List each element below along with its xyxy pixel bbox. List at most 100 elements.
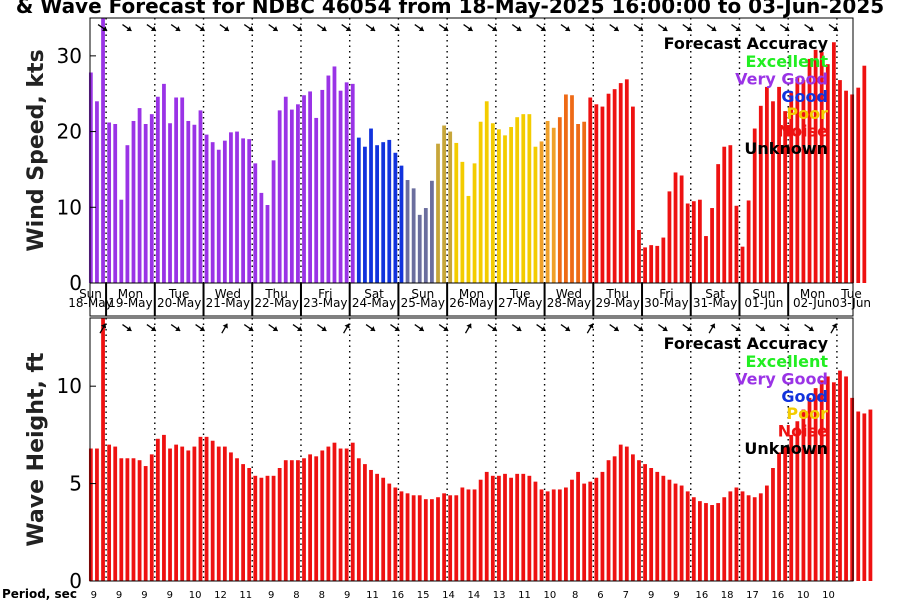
wave-bar — [411, 495, 416, 581]
wave-bar — [387, 483, 392, 581]
legend-title: Forecast Accuracy — [664, 334, 829, 353]
period-value: 16 — [391, 590, 404, 600]
wave-bar — [582, 483, 587, 581]
wave-bar — [557, 489, 562, 581]
wind-bar — [204, 134, 209, 283]
direction-arrow — [633, 324, 644, 332]
direction-arrow — [658, 324, 668, 332]
wind-bar — [423, 208, 428, 283]
direction-arrow — [243, 324, 254, 332]
wind-bar — [606, 93, 611, 284]
direction-arrow — [390, 324, 400, 332]
wave-bar — [192, 446, 197, 581]
wind-bar — [296, 104, 300, 283]
day-date: 29-May — [595, 296, 639, 310]
period-value: 8 — [293, 590, 299, 600]
wind-bar — [344, 82, 349, 283]
wind-bar — [448, 131, 453, 283]
wave-bar — [764, 485, 769, 581]
wind-bar — [192, 124, 197, 283]
wind-bar — [600, 106, 605, 283]
day-weekday: Mon — [800, 287, 825, 301]
wind-bar — [624, 79, 629, 283]
legend-entry: Unknown — [744, 139, 828, 158]
wave-bar — [405, 493, 410, 581]
wind-bar — [679, 175, 684, 283]
wave-bar — [222, 446, 227, 581]
period-label: Period, sec — [2, 587, 77, 600]
wind-bar — [216, 149, 221, 283]
wind-bar — [795, 77, 800, 283]
period-value: 7 — [623, 590, 629, 600]
wave-bar — [454, 495, 459, 581]
wind-bar — [356, 137, 361, 283]
wave-ylabel: Wave Height, ft — [24, 352, 49, 547]
wind-bar — [704, 236, 708, 283]
chart-title: & Wave Forecast for NDBC 46054 from 18-M… — [15, 0, 885, 18]
wave-bar — [752, 497, 757, 581]
wind-bar — [612, 89, 617, 283]
direction-arrow — [195, 324, 205, 332]
wind-bar — [454, 142, 459, 283]
wind-bar — [168, 123, 172, 284]
wind-bar — [417, 214, 422, 283]
wind-bar — [557, 117, 562, 283]
direction-arrow — [219, 24, 230, 32]
wave-bar — [314, 456, 319, 581]
wind-bar — [813, 49, 818, 283]
direction-arrow — [511, 324, 522, 332]
wind-bar — [338, 90, 343, 283]
wave-bar — [381, 477, 386, 581]
wave-bar — [271, 475, 276, 581]
period-value: 10 — [822, 590, 835, 600]
wind-bar — [101, 18, 105, 283]
direction-arrow — [170, 24, 181, 32]
legend-entry: Poor — [786, 104, 828, 123]
period-value: 18 — [721, 590, 734, 600]
wave-bar — [545, 491, 550, 581]
wave-bar — [825, 376, 830, 581]
wind-bar — [277, 110, 282, 284]
wave-bar — [484, 471, 489, 581]
legend-entry: Noise — [778, 422, 828, 441]
wind-bar — [844, 90, 848, 283]
direction-arrow — [560, 324, 571, 332]
period-row: Period, sec 9 9 9 9 10 12 11 9 8 8 9 11 16 15 14 14 13 11 1… — [2, 587, 835, 601]
wind-bar — [241, 138, 245, 283]
wave-bar — [673, 483, 678, 581]
wave-bar — [509, 477, 513, 581]
day-weekday: Thu — [264, 287, 288, 301]
legend-title: Forecast Accuracy — [664, 34, 829, 53]
direction-arrow — [243, 24, 254, 32]
legend-entry: Poor — [786, 404, 828, 423]
day-date: 19-May — [108, 296, 152, 310]
wind-bar — [381, 142, 386, 283]
wind-bar — [162, 83, 166, 284]
wind-bar — [149, 114, 154, 283]
wind-bar — [302, 95, 306, 283]
wind-bar — [655, 245, 660, 283]
wind-bar — [539, 141, 544, 283]
wind-bar — [210, 142, 215, 283]
direction-arrow — [122, 24, 132, 32]
wave-bar — [497, 475, 501, 581]
direction-arrow — [292, 324, 303, 332]
period-value: 16 — [771, 590, 784, 600]
direction-arrow — [804, 24, 814, 32]
wave-bar — [631, 454, 635, 581]
wind-bar — [588, 97, 593, 283]
wave-bar — [679, 485, 684, 581]
direction-arrow — [317, 24, 327, 32]
wind-bar — [229, 132, 233, 283]
wind-bar — [637, 230, 641, 283]
wind-bar — [399, 165, 404, 283]
wind-bar — [582, 121, 587, 283]
day-weekday: Thu — [605, 287, 629, 301]
wave-bar — [326, 446, 331, 581]
wave-bar — [308, 454, 312, 581]
wind-bar — [283, 96, 288, 284]
y-tick-label: 0 — [69, 569, 82, 593]
wave-bar — [783, 446, 788, 581]
